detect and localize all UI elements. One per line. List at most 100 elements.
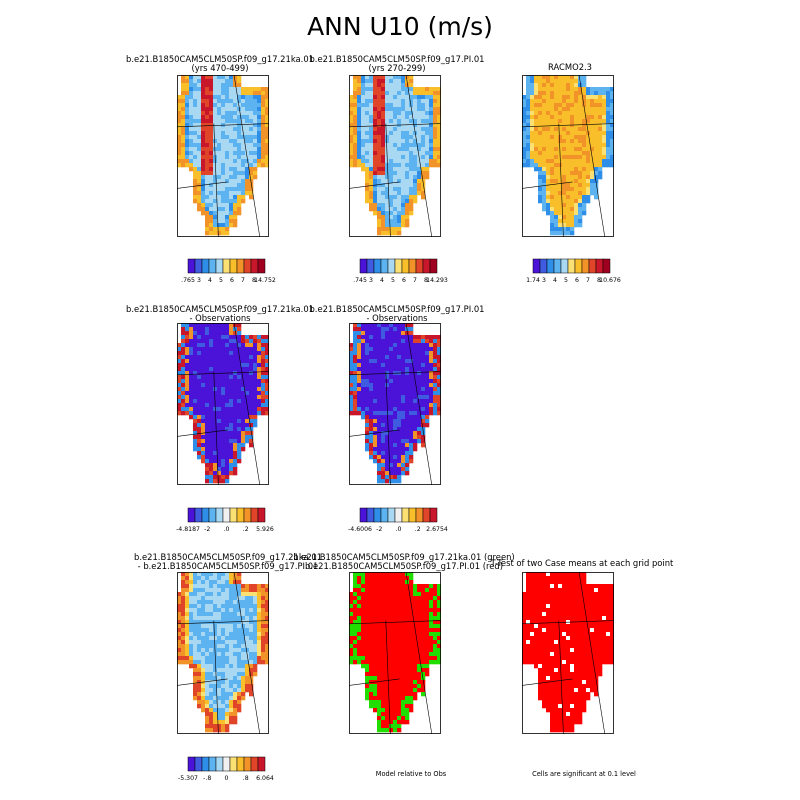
grid-cell bbox=[385, 467, 390, 472]
grid-cell bbox=[409, 451, 414, 456]
grid-cell bbox=[209, 159, 214, 164]
grid-cell bbox=[349, 99, 354, 104]
grid-cell bbox=[185, 628, 190, 633]
grid-cell bbox=[606, 123, 611, 128]
grid-cell bbox=[433, 163, 438, 168]
grid-cell bbox=[177, 652, 182, 657]
grid-cell bbox=[185, 391, 190, 396]
grid-cell bbox=[209, 391, 214, 396]
grid-cell bbox=[197, 407, 202, 412]
grid-cell bbox=[261, 127, 266, 132]
grid-cell bbox=[177, 391, 182, 396]
grid-cell bbox=[197, 103, 202, 108]
grid-cell bbox=[522, 159, 527, 164]
grid-cell bbox=[437, 391, 441, 396]
grid-cell bbox=[205, 143, 210, 148]
grid-cell bbox=[369, 684, 374, 689]
grid-cell bbox=[209, 700, 214, 705]
grid-cell bbox=[397, 596, 402, 601]
grid-cell bbox=[241, 640, 246, 645]
grid-cell bbox=[365, 323, 370, 328]
grid-cell bbox=[205, 708, 210, 713]
grid-cell bbox=[530, 83, 535, 88]
grid-cell bbox=[534, 131, 539, 136]
grid-cell bbox=[265, 339, 269, 344]
grid-cell bbox=[365, 676, 370, 681]
grid-cell bbox=[201, 399, 206, 404]
grid-cell bbox=[401, 588, 406, 593]
grid-cell bbox=[365, 375, 370, 380]
grid-cell bbox=[181, 99, 186, 104]
grid-cell bbox=[385, 99, 390, 104]
grid-cell bbox=[393, 391, 398, 396]
grid-cell bbox=[229, 379, 234, 384]
grid-cell bbox=[590, 119, 595, 124]
grid-cell bbox=[225, 668, 230, 673]
grid-cell bbox=[574, 175, 579, 180]
grid-cell bbox=[189, 155, 194, 160]
grid-cell bbox=[405, 620, 410, 625]
grid-cell bbox=[257, 660, 262, 665]
grid-cell bbox=[562, 167, 567, 172]
grid-cell bbox=[381, 411, 386, 416]
grid-cell bbox=[365, 83, 370, 88]
grid-cell bbox=[197, 323, 202, 328]
grid-cell bbox=[221, 636, 226, 641]
grid-cell bbox=[201, 195, 206, 200]
grid-cell bbox=[209, 620, 214, 625]
grid-cell bbox=[245, 684, 250, 689]
grid-cell bbox=[389, 447, 394, 452]
grid-cell bbox=[542, 75, 547, 80]
grid-cell bbox=[554, 203, 559, 208]
grid-cell bbox=[385, 347, 390, 352]
grid-cell bbox=[566, 83, 571, 88]
colorbar-tick-label: 0 bbox=[225, 775, 229, 782]
grid-cell bbox=[233, 616, 238, 621]
grid-cell bbox=[253, 143, 258, 148]
grid-cell bbox=[385, 371, 390, 376]
grid-cell bbox=[205, 343, 210, 348]
grid-cell bbox=[389, 191, 394, 196]
grid-cell bbox=[229, 720, 234, 725]
grid-cell bbox=[522, 139, 527, 144]
grid-cell bbox=[249, 359, 254, 364]
grid-cell bbox=[349, 343, 354, 348]
grid-cell bbox=[373, 207, 378, 212]
grid-cell bbox=[225, 135, 230, 140]
grid-cell bbox=[241, 339, 246, 344]
grid-cell bbox=[389, 95, 394, 100]
grid-cell bbox=[189, 371, 194, 376]
grid-cell bbox=[538, 103, 543, 108]
grid-cell bbox=[389, 363, 394, 368]
grid-cell bbox=[397, 632, 402, 637]
grid-cell bbox=[221, 351, 226, 356]
grid-cell bbox=[397, 608, 402, 613]
grid-cell bbox=[437, 403, 441, 408]
grid-cell bbox=[237, 115, 242, 120]
grid-cell bbox=[193, 640, 198, 645]
grid-cell bbox=[265, 584, 269, 589]
grid-cell bbox=[365, 684, 370, 689]
grid-cell bbox=[357, 87, 362, 92]
grid-cell bbox=[217, 576, 222, 581]
grid-cell bbox=[385, 664, 390, 669]
grid-cell bbox=[365, 407, 370, 412]
grid-cell bbox=[377, 640, 382, 645]
grid-cell bbox=[213, 95, 218, 100]
grid-cell bbox=[409, 399, 414, 404]
grid-cell bbox=[389, 636, 394, 641]
grid-cell bbox=[181, 387, 186, 392]
grid-cell bbox=[213, 580, 218, 585]
grid-cell bbox=[361, 592, 366, 597]
grid-cell bbox=[409, 427, 414, 432]
graticule-line bbox=[349, 371, 441, 376]
grid-cell bbox=[409, 443, 414, 448]
grid-cell bbox=[401, 467, 406, 472]
grid-cell bbox=[409, 576, 414, 581]
grid-cell bbox=[237, 403, 242, 408]
grid-cell bbox=[261, 387, 266, 392]
grid-cell bbox=[562, 155, 567, 160]
grid-cell bbox=[373, 435, 378, 440]
grid-cell bbox=[437, 399, 441, 404]
grid-cell bbox=[213, 620, 218, 625]
